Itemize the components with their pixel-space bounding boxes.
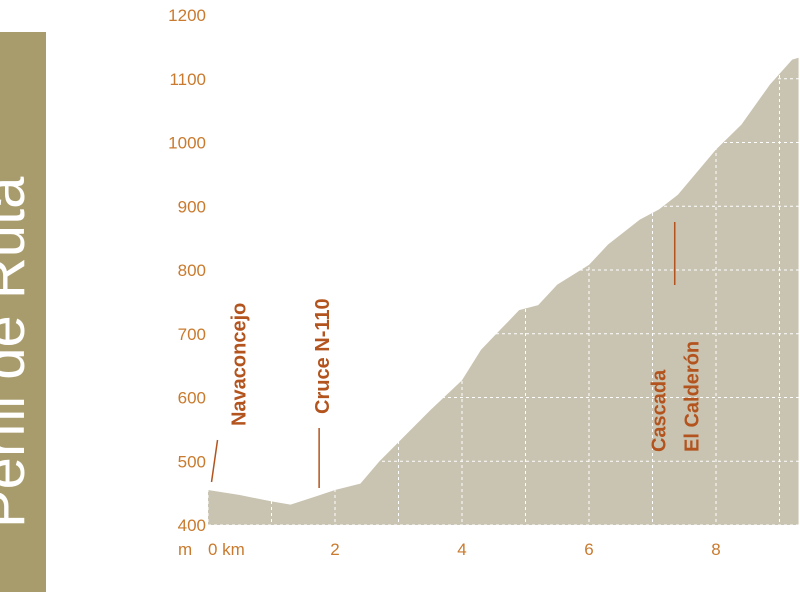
x-tick-label: 8 — [711, 540, 720, 559]
elevation-area — [208, 57, 799, 526]
y-tick-label: 700 — [178, 325, 206, 344]
y-tick-label: 600 — [178, 389, 206, 408]
title-band — [0, 32, 46, 592]
annotation-label: Cascada — [649, 369, 671, 452]
y-tick-label: 400 — [178, 516, 206, 535]
chart-title: Perfil de Ruta — [0, 176, 37, 528]
y-tick-label: 900 — [178, 197, 206, 216]
annotation-label: El Calderón — [682, 341, 704, 452]
x-tick-label: 6 — [584, 540, 593, 559]
y-tick-label: 1000 — [168, 134, 206, 153]
x-tick-label: 2 — [330, 540, 339, 559]
x-tick-label: 4 — [457, 540, 466, 559]
annotation-leader — [210, 439, 219, 483]
y-tick-label: 1100 — [169, 70, 206, 89]
y-tick-label: 500 — [178, 452, 206, 471]
y-tick-label: 800 — [178, 261, 206, 280]
y-unit-label: m — [178, 540, 192, 559]
annotation-label: Navaconcejo — [229, 303, 251, 426]
x-tick-label: 0 km — [208, 540, 245, 559]
annotation-label: Cruce N-110 — [312, 298, 334, 414]
y-tick-label: 1200 — [168, 6, 206, 25]
